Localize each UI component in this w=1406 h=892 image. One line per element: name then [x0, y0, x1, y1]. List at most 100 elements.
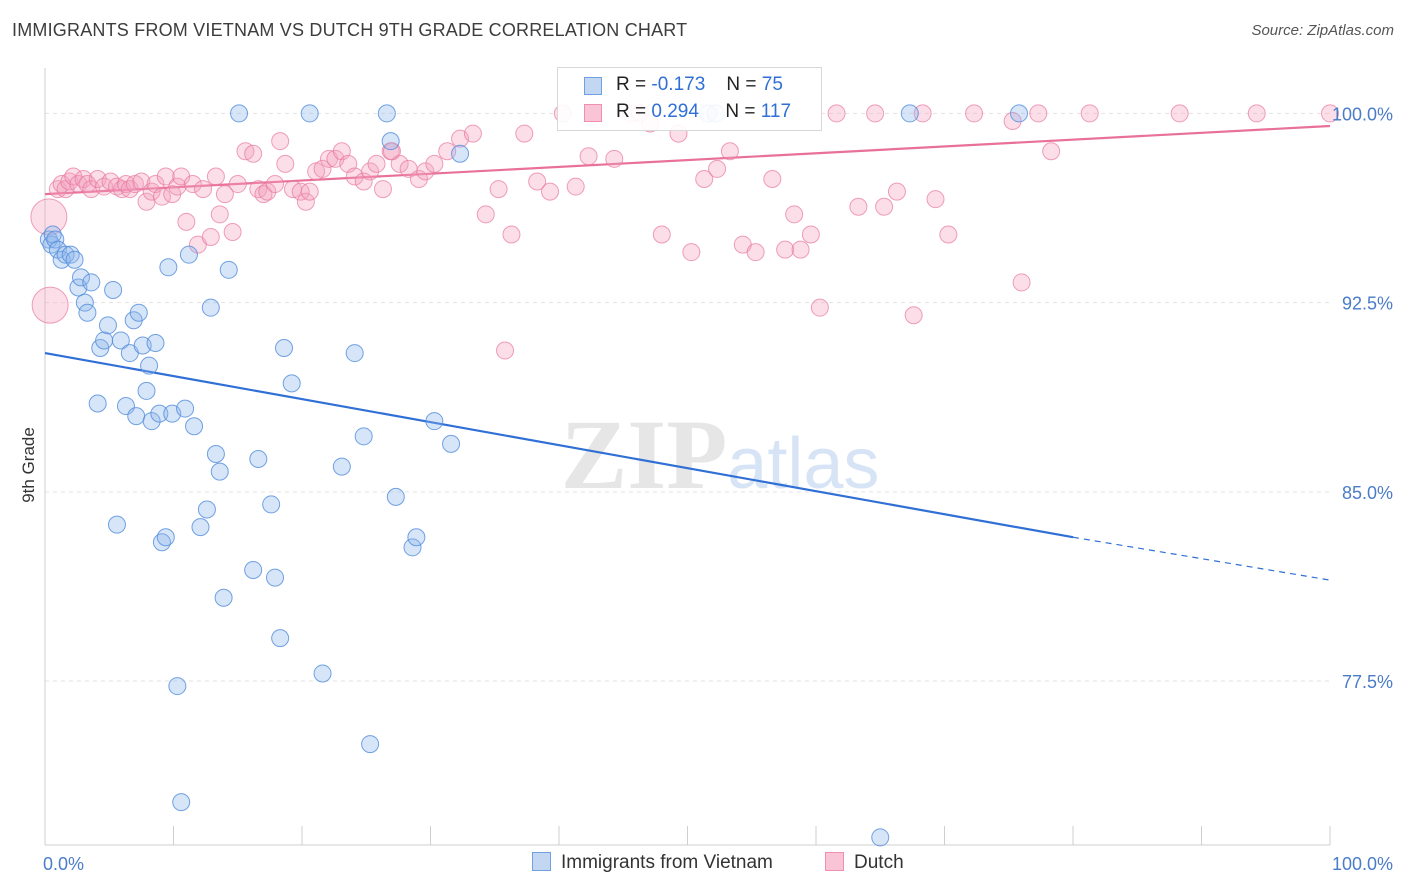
source-label: Source: ZipAtlas.com	[1251, 22, 1394, 39]
dutch-point	[168, 177, 187, 196]
vietnam-point	[354, 427, 373, 446]
x-tick-label: 100.0%	[1332, 854, 1393, 874]
dutch-point	[361, 162, 380, 181]
x-tick-label: 0.0%	[43, 854, 84, 874]
legend-r-label: R =	[616, 74, 647, 95]
y-tick-label: 77.5%	[1342, 672, 1393, 692]
dutch-point	[1170, 104, 1189, 123]
vietnam-point	[300, 104, 319, 123]
dutch-point	[152, 187, 171, 206]
vietnam-point	[451, 144, 470, 163]
vietnam-point	[191, 518, 210, 537]
vietnam-point	[262, 495, 281, 514]
trend-line-vietnam	[44, 351, 1074, 539]
vietnam-point	[197, 500, 216, 519]
legend-item-dutch[interactable]: Dutch	[825, 852, 904, 874]
dutch-point	[206, 167, 225, 186]
dutch-point	[223, 222, 242, 241]
dutch-point	[913, 104, 932, 123]
dutch-point	[763, 170, 782, 188]
dutch-point	[695, 170, 714, 188]
vietnam-point	[172, 793, 191, 812]
vietnam-point	[407, 528, 426, 547]
trend-line-dutch	[44, 124, 1331, 196]
legend-n-value: 75	[761, 74, 783, 95]
dutch-point	[682, 243, 701, 262]
vietnam-point	[179, 245, 198, 264]
y-tick-label: 100.0%	[1332, 104, 1393, 124]
trend-line-vietnam-extension	[1072, 536, 1331, 581]
dutch-point	[965, 104, 984, 123]
dutch-point	[605, 149, 624, 168]
dutch-point	[1042, 142, 1061, 161]
dutch-point	[313, 159, 332, 178]
vietnam-point	[65, 250, 84, 269]
dutch-point	[183, 175, 202, 194]
dutch-point	[30, 198, 68, 236]
vietnam-point	[442, 434, 461, 453]
vietnam-point	[146, 333, 165, 352]
vietnam-point	[159, 258, 178, 277]
legend-item-vietnam[interactable]: Immigrants from Vietnam	[532, 852, 773, 874]
dutch-point	[746, 243, 765, 262]
vietnam-point	[176, 399, 195, 418]
vietnam-point	[95, 331, 114, 350]
vietnam-point	[900, 104, 919, 123]
legend-n-value: 117	[760, 101, 792, 122]
vietnam-point	[230, 104, 249, 123]
dutch-point	[194, 180, 213, 199]
dutch-point	[271, 132, 290, 151]
dutch-point	[177, 212, 196, 231]
dutch-point	[201, 228, 220, 247]
vietnam-point	[425, 412, 444, 431]
vietnam-point	[111, 331, 130, 350]
vietnam-point	[142, 412, 161, 431]
legend-n-label: N =	[725, 101, 756, 122]
vietnam-point	[127, 407, 146, 426]
vietnam-point	[266, 568, 285, 587]
dutch-point	[210, 205, 229, 224]
y-tick-label: 92.5%	[1342, 294, 1393, 314]
dutch-point	[373, 180, 392, 199]
legend-swatch-vietnam	[532, 852, 551, 871]
watermark: ZIPatlas	[561, 399, 880, 510]
dutch-point	[801, 225, 820, 244]
dutch-point	[367, 154, 386, 173]
dutch-point	[1012, 273, 1031, 292]
dutch-point	[887, 182, 906, 201]
axes	[44, 68, 1331, 846]
vietnam-point	[361, 735, 380, 754]
vietnam-point	[185, 417, 204, 436]
dutch-point	[791, 240, 810, 259]
legend-r-label: R =	[616, 101, 647, 122]
dutch-point	[354, 172, 373, 191]
dutch-point	[1321, 104, 1339, 123]
dutch-point	[296, 192, 315, 211]
dutch-point	[776, 240, 795, 259]
legend-label-dutch: Dutch	[854, 852, 904, 873]
vietnam-point	[168, 677, 187, 696]
dutch-point	[939, 225, 958, 244]
dutch-point	[266, 175, 285, 194]
vietnam-point	[332, 457, 351, 476]
dutch-point	[416, 162, 435, 181]
dutch-point	[489, 180, 508, 199]
vietnam-point	[210, 462, 229, 481]
watermark-zip: ZIP	[561, 399, 728, 510]
vietnam-point	[71, 268, 90, 287]
dutch-point	[827, 104, 846, 123]
stats-legend: R = -0.173 N = 75 R = 0.294 N = 117	[557, 67, 822, 131]
vietnam-point	[244, 561, 263, 580]
dutch-point	[515, 124, 534, 143]
dutch-point	[300, 182, 319, 201]
dutch-point	[1247, 104, 1266, 123]
dutch-point	[566, 177, 585, 196]
vietnam-point	[313, 664, 332, 683]
trend-lines	[44, 124, 1331, 581]
dutch-point	[476, 205, 495, 224]
dutch-point	[496, 341, 515, 360]
vietnam-point	[82, 273, 101, 292]
vietnam-point	[386, 487, 405, 506]
vietnam-point	[249, 450, 268, 469]
